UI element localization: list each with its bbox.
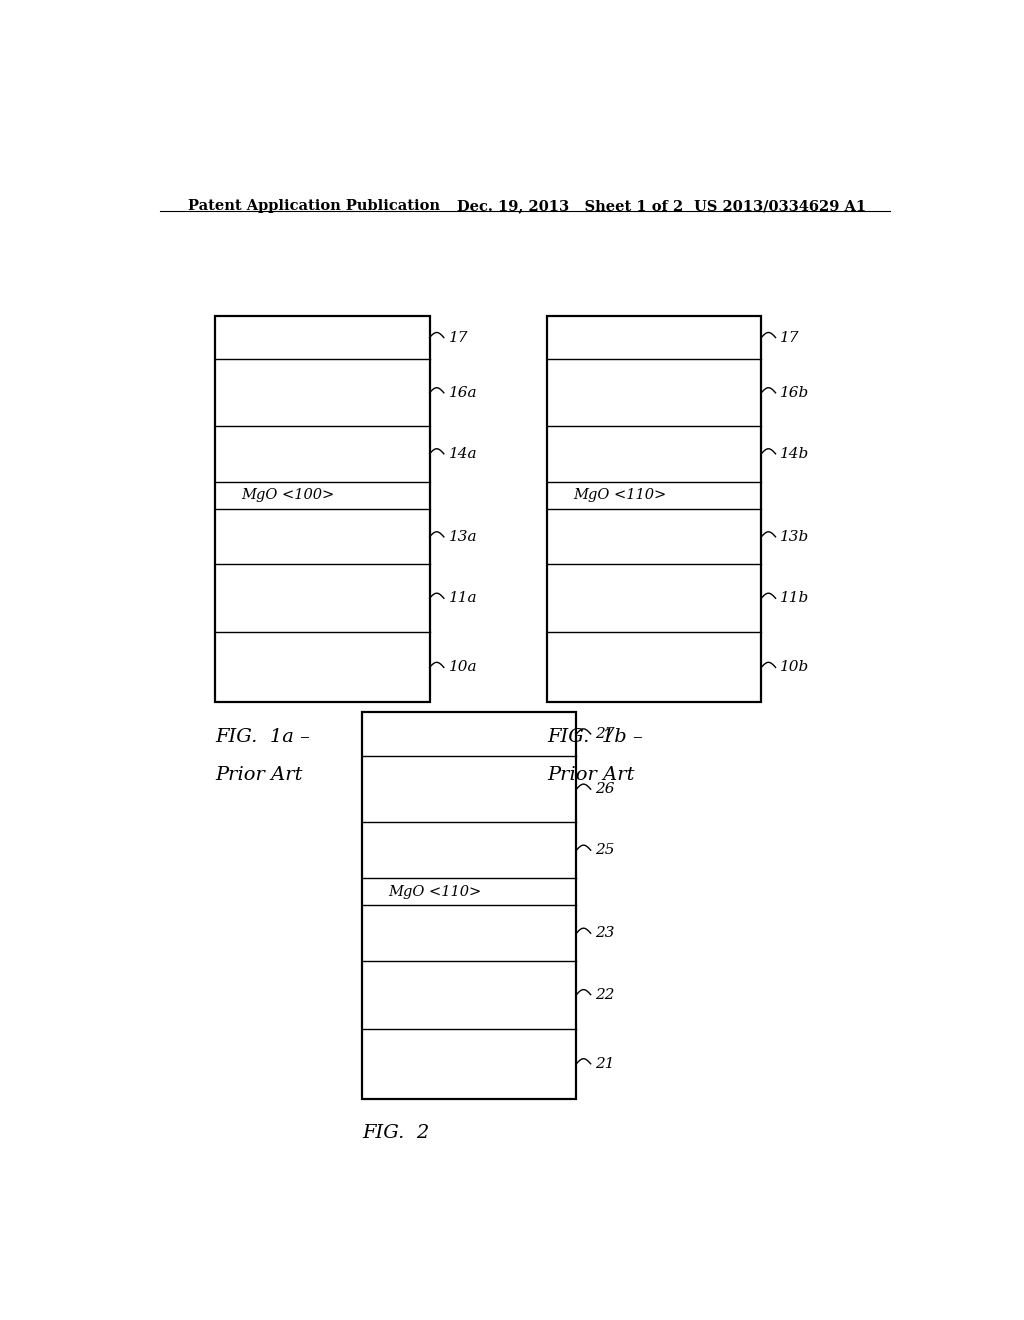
- Text: 13b: 13b: [780, 529, 810, 544]
- Text: 23: 23: [595, 927, 615, 940]
- Text: MgO <100>: MgO <100>: [241, 488, 334, 503]
- Text: 17: 17: [449, 330, 468, 345]
- Text: 25: 25: [595, 843, 615, 857]
- Text: FIG.  1a –: FIG. 1a –: [215, 727, 310, 746]
- Text: 21: 21: [595, 1057, 615, 1071]
- Text: 16b: 16b: [780, 385, 810, 400]
- Text: 10a: 10a: [449, 660, 477, 675]
- Text: Patent Application Publication: Patent Application Publication: [187, 199, 439, 213]
- Text: 13a: 13a: [449, 529, 477, 544]
- Text: 14a: 14a: [449, 447, 477, 461]
- Bar: [215, 315, 430, 702]
- Text: MgO <110>: MgO <110>: [388, 884, 481, 899]
- Text: 17: 17: [780, 330, 800, 345]
- Text: 16a: 16a: [449, 385, 477, 400]
- Text: 10b: 10b: [780, 660, 810, 675]
- Bar: [362, 713, 577, 1098]
- Text: 22: 22: [595, 987, 615, 1002]
- Text: Dec. 19, 2013   Sheet 1 of 2: Dec. 19, 2013 Sheet 1 of 2: [458, 199, 684, 213]
- Text: 14b: 14b: [780, 447, 810, 461]
- Text: MgO <110>: MgO <110>: [572, 488, 666, 503]
- Text: FIG.  2: FIG. 2: [362, 1125, 429, 1142]
- Text: Prior Art: Prior Art: [547, 766, 635, 784]
- Text: 26: 26: [595, 783, 615, 796]
- Text: Prior Art: Prior Art: [215, 766, 303, 784]
- Text: 11a: 11a: [449, 591, 477, 606]
- Bar: [547, 315, 761, 702]
- Text: 27: 27: [595, 727, 615, 741]
- Text: US 2013/0334629 A1: US 2013/0334629 A1: [694, 199, 866, 213]
- Text: FIG.  1b –: FIG. 1b –: [547, 727, 643, 746]
- Text: 11b: 11b: [780, 591, 810, 606]
